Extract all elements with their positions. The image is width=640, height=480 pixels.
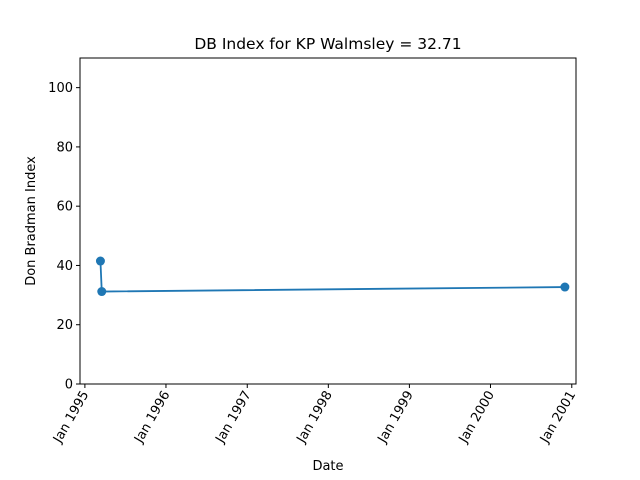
y-tick-label: 80 [56, 140, 73, 155]
data-point [95, 256, 105, 266]
y-tick-label: 0 [65, 378, 73, 393]
data-point [97, 287, 107, 297]
y-tick-label: 60 [56, 200, 73, 215]
plot-frame [79, 57, 577, 385]
y-tick-label: 20 [56, 318, 73, 333]
data-point [560, 282, 570, 292]
chart-title: DB Index for KP Walmsley = 32.71 [194, 35, 461, 53]
x-axis-label: Date [312, 459, 343, 474]
y-tick-label: 40 [56, 259, 73, 274]
y-tick-label: 100 [48, 81, 73, 96]
y-axis-label: Don Bradman Index [24, 156, 39, 286]
